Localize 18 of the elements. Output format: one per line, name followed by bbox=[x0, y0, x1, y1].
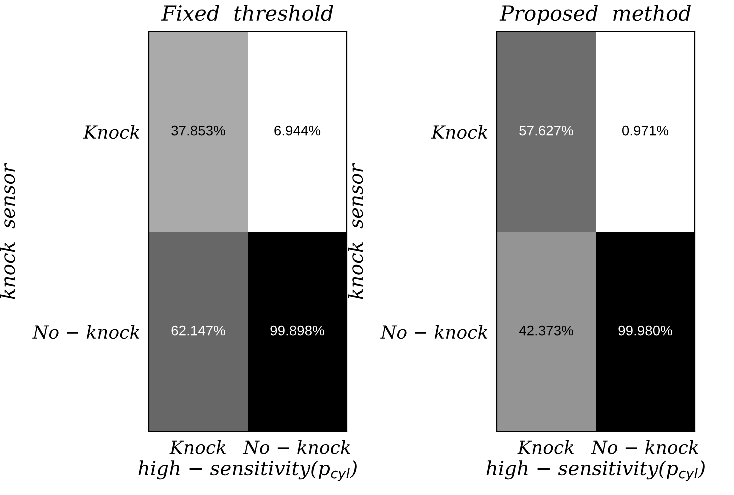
chart-title: Fixed threshold bbox=[161, 5, 334, 22]
x-axis-title: high − sensitivity(p$_{cyl}$) bbox=[138, 460, 357, 482]
chart-title: Proposed method bbox=[500, 5, 692, 26]
x-tick-label: Knock bbox=[518, 440, 574, 454]
data-label: 62.147% bbox=[172, 326, 226, 336]
data-label: 37.853% bbox=[172, 126, 226, 136]
data-label: 42.373% bbox=[519, 326, 574, 336]
x-tick-label: Knock bbox=[170, 440, 226, 454]
y-axis-title: knock sensor bbox=[348, 163, 364, 300]
x-axis-title: high − sensitivity(p$_{cyl}$) bbox=[486, 460, 705, 482]
x-tick-label: No − knock bbox=[243, 440, 350, 454]
x-tick-label: No − knock bbox=[591, 440, 698, 454]
data-label: 99.980% bbox=[618, 326, 672, 336]
data-label: 6.944% bbox=[274, 126, 321, 136]
y-axis-title: knock sensor bbox=[0, 163, 16, 300]
data-label: 99.898% bbox=[270, 326, 324, 336]
data-label: 0.971% bbox=[622, 126, 669, 136]
data-label: 57.627% bbox=[520, 126, 574, 136]
